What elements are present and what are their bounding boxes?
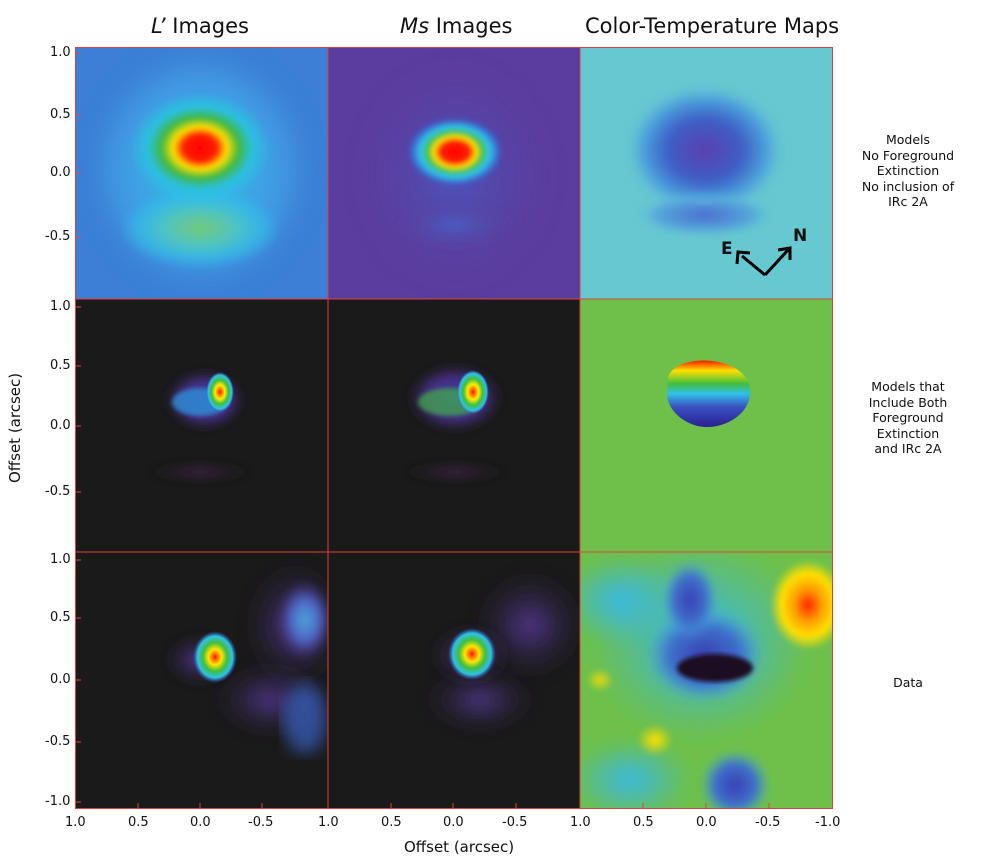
y-tick-label: 0.0 (50, 672, 71, 687)
y-tick-label: 0.5 (50, 358, 71, 373)
x-tick-label: 1.0 (318, 815, 339, 830)
y-tick-label: 0.5 (50, 107, 71, 122)
x-tick-label: -0.5 (248, 815, 274, 830)
x-tick-label: -0.5 (755, 815, 781, 830)
x-tick-label: -0.5 (502, 815, 528, 830)
y-tick-label: 0.0 (50, 165, 71, 180)
panel-ms-data (328, 552, 580, 809)
column-title-l-italic: L’ (151, 14, 166, 38)
panel-l-data (75, 552, 328, 809)
x-tick-label: 1.0 (570, 815, 591, 830)
y-tick-label: -0.5 (45, 734, 71, 749)
compass-north-label: N (793, 226, 808, 246)
y-tick-label: 1.0 (50, 552, 71, 567)
x-tick-label: -1.0 (815, 815, 841, 830)
column-title-ms-images: Ms Images (400, 14, 513, 38)
compass-east-label: E (721, 239, 733, 259)
y-tick-label: 1.0 (50, 45, 71, 60)
panel-frames (75, 47, 833, 809)
x-tick-label: 0.5 (633, 815, 654, 830)
x-tick-label: 1.0 (65, 815, 86, 830)
y-tick-label: -0.5 (45, 229, 71, 244)
panel-l-foreground-model (75, 299, 328, 552)
x-tick-label: 0.0 (443, 815, 464, 830)
panel-color-model (580, 47, 833, 299)
x-tick-label: 0.5 (128, 815, 149, 830)
y-axis-label: Offset (arcsec) (6, 372, 24, 483)
column-title-ms-italic: Ms (400, 14, 430, 38)
x-axis-label: Offset (arcsec) (404, 838, 515, 856)
panel-ms-foreground-model (328, 299, 580, 552)
panel-color-data (580, 552, 833, 809)
y-tick-label: -0.5 (45, 484, 71, 499)
column-title-l-images: L’ Images (150, 14, 250, 38)
row-label-models-no-extinction: Models No Foreground Extinction No inclu… (861, 132, 955, 209)
x-tick-label: 0.5 (381, 815, 402, 830)
y-tick-label: 1.0 (50, 299, 71, 314)
y-tick-label: -1.0 (45, 794, 71, 809)
x-tick-label: 0.0 (190, 815, 211, 830)
row-label-data: Data (893, 675, 923, 690)
y-tick-label: 0.5 (50, 610, 71, 625)
panel-ms-model (328, 47, 580, 299)
x-tick-label: 0.0 (696, 815, 717, 830)
tick-marks (75, 52, 770, 809)
y-tick-label: 0.0 (50, 418, 71, 433)
column-title-l-rest: Images (165, 14, 249, 38)
column-title-ms-rest: Images (429, 14, 513, 38)
panel-color-foreground-model (580, 299, 833, 552)
row-label-models-with-extinction: Models that Include Both Foreground Exti… (868, 379, 948, 456)
column-title-color-temperature: Color-Temperature Maps (585, 14, 840, 38)
panel-l-model (75, 47, 328, 299)
